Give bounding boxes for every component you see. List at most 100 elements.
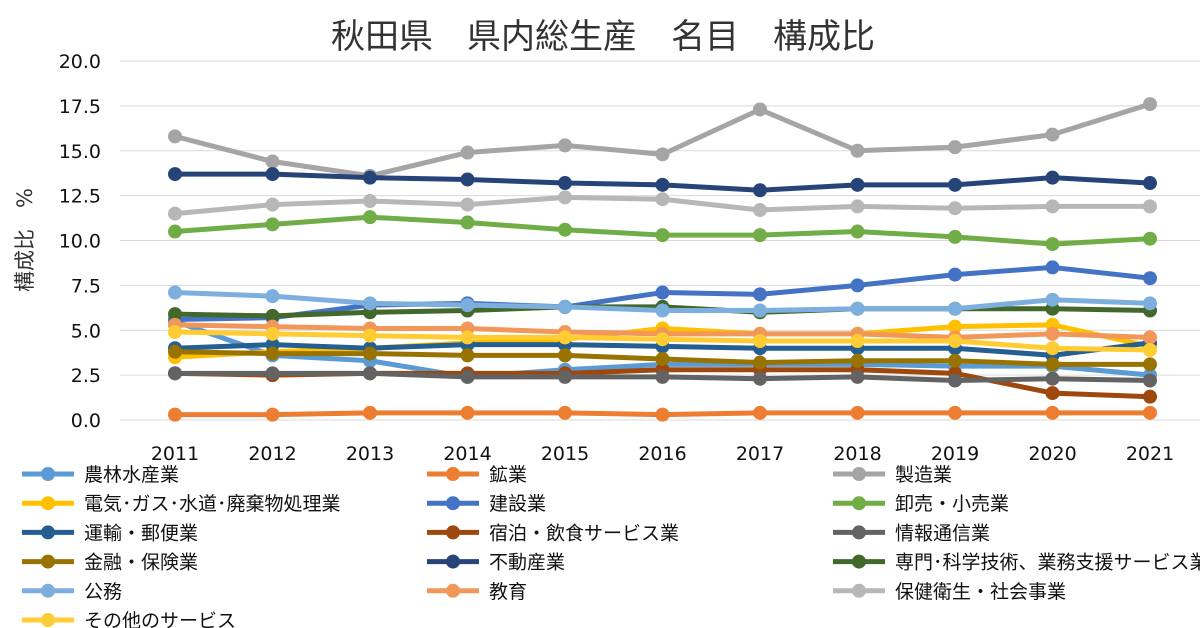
data-point xyxy=(363,210,377,225)
legend-item: 公務 xyxy=(22,581,122,603)
data-point xyxy=(1143,199,1157,214)
data-point xyxy=(1143,373,1157,388)
data-point xyxy=(655,369,670,384)
data-point xyxy=(1143,389,1157,404)
data-point xyxy=(948,373,962,388)
legend-label: 教育 xyxy=(489,581,527,603)
data-point xyxy=(655,147,670,162)
data-point xyxy=(1143,342,1157,357)
data-point xyxy=(948,353,962,368)
x-axis-ticks: 2011 2012 2013 2014 2015 2016 2017 2018 2019 2020… xyxy=(151,443,1174,465)
series-group xyxy=(168,167,1157,198)
data-point xyxy=(460,369,475,384)
data-point xyxy=(1045,326,1060,341)
data-point xyxy=(850,353,865,368)
data-point xyxy=(1045,386,1060,401)
legend-swatch-marker xyxy=(446,467,460,481)
data-point xyxy=(265,217,280,232)
x-tick-label: 2016 xyxy=(638,443,686,465)
data-point xyxy=(460,348,475,363)
data-point xyxy=(948,177,962,192)
data-point xyxy=(265,326,280,341)
data-point xyxy=(1143,97,1157,112)
legend-item: 情報通信業 xyxy=(833,522,990,544)
legend-swatch-marker xyxy=(41,525,55,540)
legend-label: その他のサービス xyxy=(84,610,236,628)
data-point xyxy=(850,143,865,158)
legend-label: 製造業 xyxy=(895,464,952,486)
data-point xyxy=(655,285,670,300)
data-point xyxy=(363,328,377,343)
data-point xyxy=(753,228,767,243)
y-tick-label: 12.5 xyxy=(59,186,101,208)
legend-label: 建設業 xyxy=(489,493,546,515)
data-point xyxy=(850,177,865,192)
legend-swatch-marker xyxy=(446,496,460,511)
legend-item: 農林水産業 xyxy=(22,464,179,486)
legend-item: 専門･科学技術、業務支援サービス業 xyxy=(833,552,1200,574)
data-point xyxy=(168,285,182,300)
data-point xyxy=(168,224,182,239)
data-point xyxy=(363,194,377,209)
y-tick-label: 2.5 xyxy=(71,365,101,387)
data-point xyxy=(1143,271,1157,286)
series-line xyxy=(172,101,1153,179)
legend-label: 鉱業 xyxy=(489,464,527,486)
data-point xyxy=(1143,296,1157,311)
data-point xyxy=(850,224,865,239)
data-point xyxy=(655,177,670,192)
data-point xyxy=(1143,330,1157,345)
data-point xyxy=(655,192,670,207)
legend-label: 卸売・小売業 xyxy=(895,493,1009,515)
legend-swatch-marker xyxy=(446,583,460,598)
data-point xyxy=(850,334,865,349)
data-point xyxy=(265,167,280,182)
data-point xyxy=(168,167,182,182)
x-tick-label: 2014 xyxy=(443,443,491,465)
data-point xyxy=(168,206,182,221)
series-group xyxy=(168,210,1157,252)
data-point xyxy=(655,407,670,422)
legend-label: 保健衛生・社会事業 xyxy=(895,581,1066,603)
legend-label: 運輸・郵便業 xyxy=(84,522,198,544)
data-point xyxy=(265,407,280,422)
legend-swatch-marker xyxy=(41,496,55,511)
legend-label: 電気･ガス･水道･廃棄物処理業 xyxy=(84,493,341,515)
data-point xyxy=(948,140,962,155)
data-point xyxy=(753,371,767,386)
y-tick-label: 7.5 xyxy=(71,275,101,297)
legend-item: 製造業 xyxy=(833,464,952,486)
data-point xyxy=(655,332,670,347)
legend-label: 専門･科学技術、業務支援サービス業 xyxy=(895,552,1200,574)
legend-swatch-marker xyxy=(41,554,55,569)
legend-item: 運輸・郵便業 xyxy=(22,522,198,544)
data-point xyxy=(948,229,962,244)
data-point xyxy=(1045,371,1060,386)
data-point xyxy=(460,172,475,187)
y-tick-label: 5.0 xyxy=(71,320,101,342)
legend-item: 保健衛生・社会事業 xyxy=(833,581,1066,603)
series-group xyxy=(168,366,1157,388)
legend-label: 金融・保険業 xyxy=(84,552,198,574)
series-group xyxy=(168,344,1157,372)
data-point xyxy=(460,330,475,345)
data-point xyxy=(850,278,865,293)
data-point xyxy=(168,344,182,359)
data-point xyxy=(558,299,572,314)
legend-label: 情報通信業 xyxy=(895,522,990,544)
series-group xyxy=(168,285,1157,318)
x-tick-label: 2017 xyxy=(736,443,784,465)
data-point xyxy=(460,197,475,212)
legend-swatch-marker xyxy=(852,525,866,540)
legend-item: その他のサービス xyxy=(22,610,236,628)
data-point xyxy=(948,301,962,316)
data-point xyxy=(1045,127,1060,142)
data-point xyxy=(558,222,572,237)
legend-label: 公務 xyxy=(84,581,122,603)
data-point xyxy=(363,296,377,311)
data-point xyxy=(753,303,767,318)
legend-swatch-marker xyxy=(41,583,55,598)
data-point xyxy=(558,369,572,384)
